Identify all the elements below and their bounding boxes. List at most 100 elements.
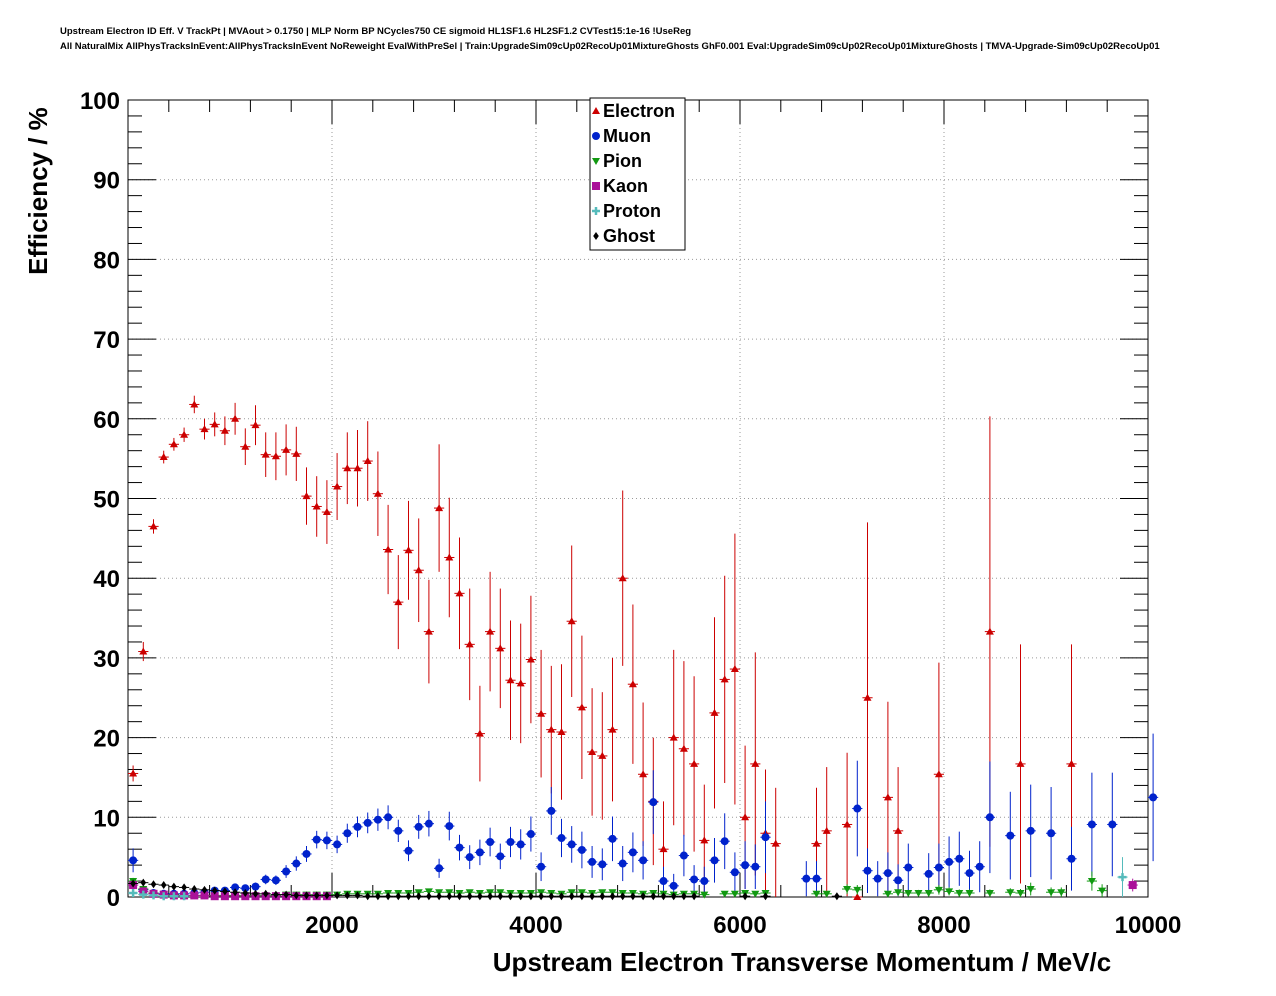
y-tick-label: 10: [93, 805, 120, 832]
muon-point: [1006, 831, 1015, 840]
muon-point: [965, 869, 974, 878]
electron-point: [475, 729, 484, 737]
ghost-point: [681, 892, 687, 901]
ghost-point: [517, 892, 524, 901]
ghost-point: [191, 885, 198, 894]
x-tick-label: 8000: [917, 912, 970, 939]
series-layer: [128, 395, 1159, 901]
pion-point: [843, 886, 852, 894]
muon-point: [700, 877, 709, 886]
ghost-point: [599, 892, 606, 901]
pion-point: [1016, 890, 1025, 898]
muon-point: [506, 838, 515, 847]
legend: Electron Muon Pion Kaon Proton Ghost: [589, 97, 686, 251]
ghost-point: [742, 892, 748, 901]
electron-point: [169, 440, 178, 448]
electron-point: [822, 826, 831, 834]
muon-point: [608, 834, 617, 843]
muon-point: [322, 836, 331, 845]
ghost-point: [283, 890, 289, 899]
ghost-point: [630, 892, 636, 901]
pion-point: [1006, 889, 1015, 897]
electron-point: [526, 655, 535, 663]
muon-point: [241, 884, 250, 893]
ghost-point: [538, 892, 544, 901]
pion-point: [1098, 887, 1107, 895]
ghost-point: [497, 892, 504, 901]
muon-point: [924, 869, 933, 878]
pion-point: [914, 890, 923, 898]
ghost-point: [528, 892, 534, 901]
pion-point: [883, 890, 892, 898]
ghost-point: [466, 892, 473, 901]
chart-title-line-1: Upstream Electron ID Eff. V TrackPt | MV…: [60, 26, 691, 37]
electron-point: [312, 502, 321, 510]
electron-point: [1067, 759, 1076, 767]
ghost-point: [181, 883, 187, 892]
muon-point: [659, 877, 668, 886]
electron-point: [220, 426, 229, 434]
ghost-point: [691, 892, 697, 901]
muon-point: [812, 874, 821, 883]
muon-point: [312, 835, 321, 844]
muon-point: [414, 822, 423, 831]
pion-point: [812, 890, 821, 898]
muon-point: [445, 822, 454, 831]
electron-point: [812, 839, 821, 847]
electron-point: [853, 893, 862, 900]
muon-point: [557, 834, 566, 843]
electron-point: [302, 492, 311, 500]
ghost-point: [222, 887, 228, 896]
muon-point: [975, 862, 984, 871]
muon-point: [577, 845, 586, 854]
ghost-point: [487, 892, 493, 901]
proton-point: [180, 892, 189, 901]
ghost-point: [477, 892, 483, 901]
kaon-point: [190, 891, 199, 900]
kaon-point: [1128, 881, 1137, 890]
proton-point: [129, 889, 138, 898]
ghost-point: [293, 891, 300, 900]
electron-point: [435, 504, 444, 512]
electron-point: [486, 627, 495, 635]
series-proton: [128, 857, 1128, 901]
grid: [128, 100, 1148, 897]
pion-point: [965, 890, 974, 898]
muon-point: [261, 875, 270, 884]
pion-point: [955, 890, 964, 898]
muon-point: [404, 846, 413, 855]
x-tick-label: 10000: [1115, 912, 1182, 939]
electron-point: [700, 836, 709, 844]
legend-marker-ghost: [593, 232, 599, 240]
ghost-point: [589, 892, 595, 901]
pion-point: [751, 890, 760, 898]
electron-point: [639, 770, 648, 778]
ghost-point: [834, 892, 840, 901]
electron-point: [598, 751, 607, 759]
muon-point: [1026, 826, 1035, 835]
ghost-point: [252, 889, 259, 898]
pion-point: [1057, 889, 1066, 897]
legend-marker-muon: [592, 132, 600, 140]
ghost-point: [334, 891, 340, 900]
chart-title-line-2: All NaturalMix AllPhysTracksInEvent:AllP…: [60, 41, 1160, 52]
muon-point: [537, 862, 546, 871]
muon-point: [363, 818, 372, 827]
muon-point: [292, 859, 301, 868]
ghost-point: [609, 892, 616, 901]
pion-point: [904, 890, 913, 898]
muon-point: [883, 869, 892, 878]
legend-label-muon: Muon: [603, 126, 651, 146]
y-tick-label: 20: [93, 726, 120, 753]
electron-point: [863, 693, 872, 701]
ghost-point: [232, 888, 238, 897]
muon-point: [251, 882, 260, 891]
pion-point: [945, 888, 954, 896]
electron-point: [190, 400, 199, 408]
legend-label-pion: Pion: [603, 151, 642, 171]
y-tick-label: 40: [93, 566, 120, 593]
electron-point: [404, 546, 413, 554]
muon-point: [475, 848, 484, 857]
pion-point: [700, 891, 709, 899]
ghost-point: [456, 892, 463, 901]
